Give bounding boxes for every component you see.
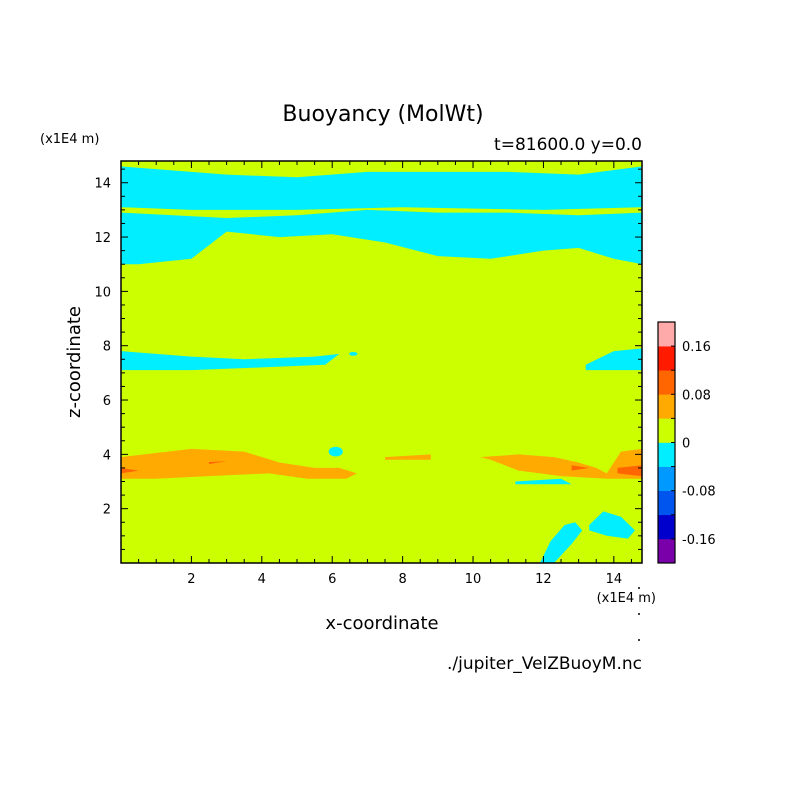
x-tick-label: 12 bbox=[535, 572, 552, 587]
y-tick-label: 14 bbox=[94, 177, 111, 192]
contour-region-4 bbox=[539, 522, 583, 563]
contour-region-0 bbox=[121, 166, 642, 210]
contour-spot-1 bbox=[509, 231, 535, 243]
y-tick-label: 12 bbox=[94, 231, 111, 246]
colorbar-segment bbox=[658, 466, 675, 491]
colorbar-segment bbox=[658, 322, 675, 347]
y-unit-label: (x1E4 m) bbox=[40, 132, 99, 147]
x-unit-label: (x1E4 m) bbox=[597, 591, 656, 606]
y-tick-label: 2 bbox=[103, 503, 111, 518]
y-axis-ticks: 2 4 6 8 10 12 14 bbox=[94, 168, 642, 550]
contour-region-12 bbox=[571, 465, 590, 471]
y-tick-label: 4 bbox=[103, 448, 111, 463]
colorbar-tick-label: 0 bbox=[682, 437, 690, 452]
y-axis-label: z-coordinate bbox=[64, 306, 85, 418]
y-tick-label: 6 bbox=[103, 394, 111, 409]
contour-region-13 bbox=[209, 461, 227, 465]
contour-spot-4 bbox=[328, 446, 343, 457]
y-tick-label: 10 bbox=[94, 285, 111, 300]
colorbar-tick-label: 0.08 bbox=[682, 388, 711, 403]
x-tick-label: 8 bbox=[398, 572, 406, 587]
footer-filename: ./jupiter_VelZBuoyM.nc bbox=[447, 654, 642, 674]
colorbar-segment bbox=[658, 346, 675, 371]
x-tick-label: 4 bbox=[258, 572, 266, 587]
x-tick-label: 6 bbox=[328, 572, 336, 587]
colorbar-segment bbox=[658, 394, 675, 419]
colorbar-segment bbox=[658, 538, 675, 564]
colorbar-segment bbox=[658, 490, 675, 516]
contour-region-9 bbox=[385, 454, 431, 460]
contour-region-10 bbox=[121, 467, 139, 474]
contour-region-7 bbox=[121, 448, 357, 479]
x-axis-ticks: 2 4 6 8 10 12 14 bbox=[138, 161, 632, 587]
contour-regions bbox=[121, 166, 642, 563]
chart-subtitle: t=81600.0 y=0.0 bbox=[494, 135, 642, 155]
chart-title: Buoyancy (MolWt) bbox=[282, 102, 483, 127]
contour-region-1 bbox=[121, 209, 642, 265]
colorbar-segment bbox=[658, 514, 675, 540]
contour-field bbox=[121, 161, 642, 563]
x-tick-label: 10 bbox=[465, 572, 482, 587]
contour-region-5 bbox=[589, 511, 635, 539]
colorbar: -0.16 -0.08 0 0.08 0.16 bbox=[657, 321, 716, 564]
contour-region-6 bbox=[515, 478, 572, 485]
contour-region-3 bbox=[585, 348, 642, 371]
contour-spot-3 bbox=[349, 351, 358, 356]
y-tick-label: 8 bbox=[103, 340, 111, 355]
contour-region-2 bbox=[121, 351, 340, 371]
colorbar-segment bbox=[658, 442, 675, 467]
contour-spot-2 bbox=[594, 228, 627, 246]
stray-marks bbox=[638, 587, 640, 641]
colorbar-tick-label: 0.16 bbox=[682, 340, 711, 355]
x-tick-label: 14 bbox=[606, 572, 623, 587]
colorbar-tick-label: -0.16 bbox=[682, 533, 716, 548]
plot-frame bbox=[120, 160, 643, 564]
colorbar-tick-label: -0.08 bbox=[682, 485, 716, 500]
contour-region-11 bbox=[617, 465, 642, 477]
contour-region-8 bbox=[480, 448, 642, 479]
x-tick-label: 2 bbox=[187, 572, 195, 587]
contour-spot-0 bbox=[129, 232, 155, 247]
colorbar-segment bbox=[658, 418, 675, 443]
colorbar-segment bbox=[658, 370, 675, 395]
contour-spots bbox=[129, 228, 627, 457]
x-axis-label: x-coordinate bbox=[325, 613, 438, 634]
